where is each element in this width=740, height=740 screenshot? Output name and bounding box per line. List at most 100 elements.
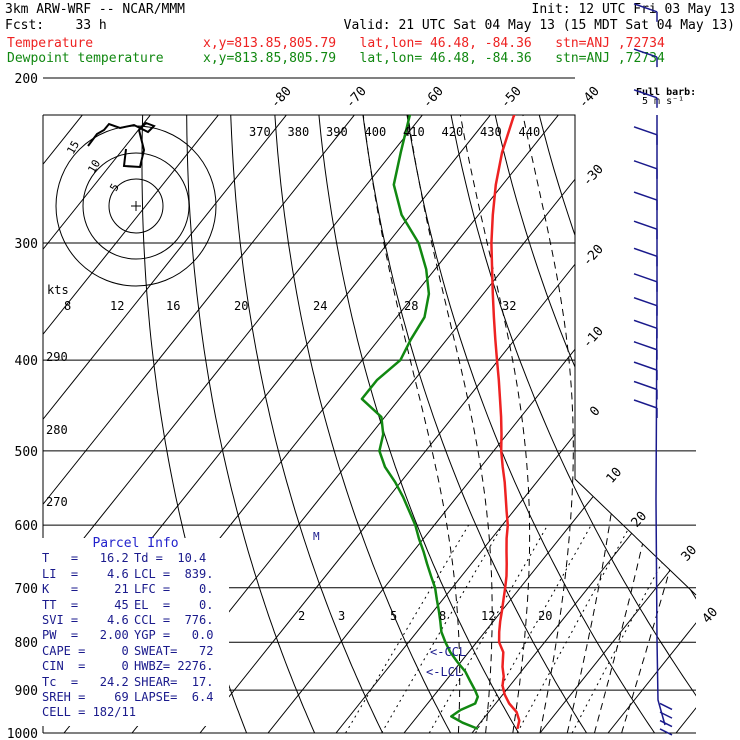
wind-barb bbox=[633, 399, 658, 409]
dry-adiabat-line bbox=[229, 115, 384, 733]
hodograph-unit-label: kts bbox=[47, 283, 69, 297]
wind-barb bbox=[633, 89, 658, 99]
wind-barb bbox=[633, 380, 658, 391]
forecast-hour: Fcst: 33 h bbox=[5, 18, 107, 33]
hodograph-ring-label: 15 bbox=[64, 139, 82, 157]
dry-adiabat-label: 370 bbox=[249, 125, 271, 139]
hodograph-trace bbox=[87, 121, 156, 169]
isotherm-label: 30 bbox=[679, 543, 701, 565]
parcel-info-right: SHEAR= 17. bbox=[134, 674, 214, 689]
wind-barb bbox=[633, 247, 658, 258]
dewpoint-station-info: x,y=813.85,805.79 lat,lon= 46.48, -84.36… bbox=[203, 51, 665, 66]
parcel-info-right: LAPSE= 6.4 bbox=[134, 690, 214, 705]
barb-legend-units: 5 m s⁻¹ bbox=[642, 96, 684, 107]
dry-adiabat-label: 420 bbox=[442, 125, 464, 139]
isotherm-line bbox=[335, 115, 696, 733]
parcel-info-left: SVI = 4.6 bbox=[42, 613, 129, 628]
isotherm-line bbox=[199, 115, 695, 733]
parcel-info-row: SVI = 4.6 CCL = 776. bbox=[42, 613, 229, 628]
parcel-info-row: PW = 2.00 YGP = 0.0 bbox=[42, 628, 229, 643]
isotherm-label: 40 bbox=[700, 605, 722, 627]
init-time: Init: 12 UTC Fri 03 May 13 bbox=[531, 2, 736, 17]
pressure-tick-label: 300 bbox=[15, 237, 38, 252]
pressure-tick-label: 700 bbox=[15, 582, 38, 597]
wind-barb bbox=[633, 220, 658, 230]
parcel-info-row: K = 21 LFC = 0. bbox=[42, 582, 229, 597]
mixing-ratio-label: 8 bbox=[439, 609, 446, 623]
barb-legend-title: Full barb: bbox=[636, 87, 696, 98]
parcel-info-row: CIN = 0 HWBZ= 2276. bbox=[42, 659, 229, 674]
moist-adiabat-line bbox=[593, 115, 687, 733]
parcel-info-right: Td = 10.4 bbox=[134, 551, 207, 566]
wind-barb bbox=[633, 297, 658, 307]
isotherm-label: -40 bbox=[576, 84, 603, 111]
pressure-tick-label: 800 bbox=[15, 636, 38, 651]
isotherm-label: 0 bbox=[587, 404, 603, 420]
isotherm-line bbox=[403, 115, 696, 733]
wind-barb bbox=[633, 341, 658, 351]
pressure-tick-label: 400 bbox=[15, 354, 38, 369]
dry-adiabat-line bbox=[310, 115, 520, 733]
parcel-info-left: Tc = 24.2 bbox=[42, 674, 129, 689]
parcel-info-right: LCL = 839. bbox=[134, 566, 214, 581]
hodograph-ring bbox=[108, 178, 164, 234]
parcel-info-right: LFC = 0. bbox=[134, 582, 214, 597]
dry-adiabat-label: 270 bbox=[46, 495, 68, 509]
isotherm-label: -70 bbox=[343, 84, 370, 111]
parcel-info-right: SWEAT= 72 bbox=[134, 643, 214, 658]
parcel-info-left: K = 21 bbox=[42, 582, 129, 597]
wind-barb bbox=[633, 273, 658, 283]
parcel-info-left: CIN = 0 bbox=[42, 659, 129, 674]
lcl-marker: <-LCL bbox=[426, 665, 462, 679]
mixing-ratio-line bbox=[571, 524, 683, 733]
mixing-ratio-line bbox=[345, 524, 470, 733]
parcel-info-row: Tc = 24.2 SHEAR= 17. bbox=[42, 675, 229, 690]
dry-adiabat-line bbox=[386, 115, 656, 733]
isotherm-label: -20 bbox=[580, 242, 607, 269]
parcel-info-left: LI = 4.6 bbox=[42, 566, 129, 581]
isotherm-label: -10 bbox=[580, 324, 607, 351]
wind-barb bbox=[633, 126, 658, 136]
wind-barb bbox=[633, 48, 658, 58]
parcel-info-left: TT = 45 bbox=[42, 597, 129, 612]
isotherm-label: -50 bbox=[498, 84, 525, 111]
mixing-ratio-label: 12 bbox=[481, 609, 495, 623]
pressure-tick-label: 600 bbox=[15, 519, 38, 534]
moist-adiabat-label: 20 bbox=[234, 299, 248, 313]
isotherm-label: 20 bbox=[629, 509, 651, 531]
parcel-info-left: PW = 2.00 bbox=[42, 628, 129, 643]
isotherm-line bbox=[267, 115, 696, 733]
dry-adiabat-label: 430 bbox=[480, 125, 502, 139]
moist-adiabat-label: 24 bbox=[313, 299, 327, 313]
parcel-info-row: SREH = 69 LAPSE= 6.4 bbox=[42, 690, 229, 705]
temperature-profile-line bbox=[490, 115, 696, 730]
dewpoint-legend-label: Dewpoint temperature bbox=[7, 51, 164, 66]
moist-adiabat-label: 16 bbox=[166, 299, 180, 313]
pressure-tick-label: 500 bbox=[15, 445, 38, 460]
wind-barb bbox=[633, 160, 658, 170]
parcel-info-row: CELL = 182/11 bbox=[42, 705, 229, 720]
plot-frame bbox=[43, 114, 697, 596]
dry-adiabat-label: 400 bbox=[365, 125, 387, 139]
dry-adiabat-line bbox=[422, 115, 696, 733]
parcel-info-left: SREH = 69 bbox=[42, 690, 129, 705]
mixing-ratio-line bbox=[475, 524, 592, 733]
ccl-marker: <-CCL bbox=[430, 645, 466, 659]
moist-adiabat-line bbox=[351, 115, 461, 733]
mixing-ratio-label: 5 bbox=[390, 609, 397, 623]
wind-profile-shaft bbox=[655, 115, 666, 726]
temperature-station-info: x,y=813.85,805.79 lat,lon= 46.48, -84.36… bbox=[203, 36, 665, 51]
pressure-tick-label: 900 bbox=[15, 684, 38, 699]
temperature-legend-label: Temperature bbox=[7, 36, 94, 51]
mixing-ratio-label: 20 bbox=[538, 609, 552, 623]
isotherm-line bbox=[43, 115, 151, 733]
dry-adiabat-line bbox=[186, 115, 316, 733]
dry-adiabat-label: 390 bbox=[326, 125, 348, 139]
wind-barb bbox=[633, 361, 658, 371]
valid-time: Valid: 21 UTC Sat 04 May 13 (15 MDT Sat … bbox=[343, 18, 735, 33]
moist-adiabat-label: 32 bbox=[502, 299, 516, 313]
isotherm-line bbox=[471, 115, 696, 733]
dry-adiabat-label: 290 bbox=[46, 350, 68, 364]
wind-barb bbox=[633, 191, 658, 201]
